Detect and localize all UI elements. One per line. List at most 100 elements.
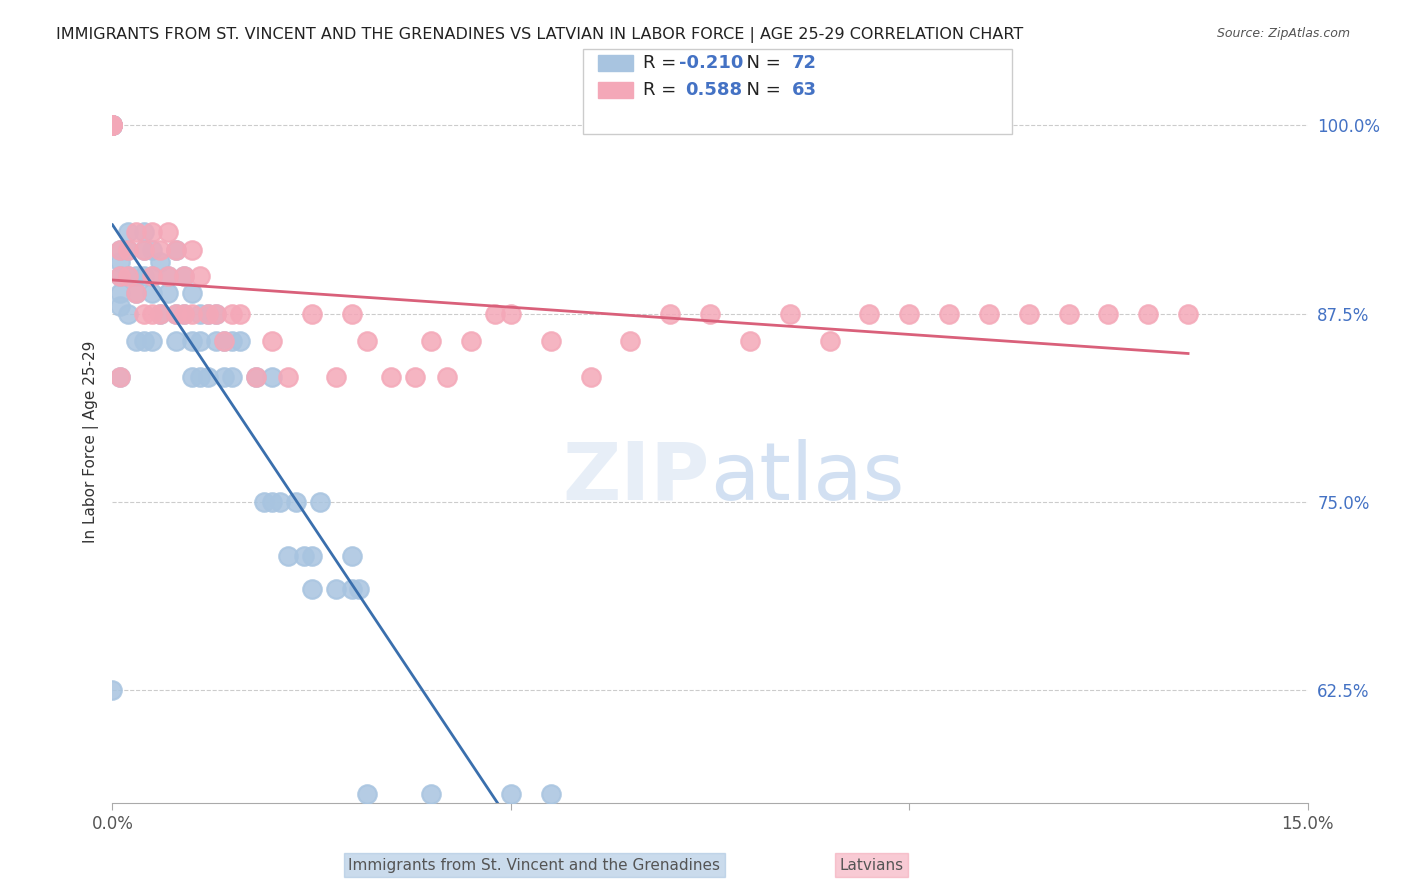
Point (141, 334, 163, 348)
Point (499, 787, 522, 801)
Point (858, 307, 880, 321)
Point (165, 307, 187, 321)
Point (340, 549, 363, 563)
Point (738, 334, 761, 348)
Y-axis label: In Labor Force | Age 25-29: In Labor Force | Age 25-29 (83, 341, 98, 542)
Point (260, 369, 283, 384)
Point (221, 334, 243, 348)
Point (173, 307, 195, 321)
Point (340, 307, 363, 321)
Point (205, 334, 228, 348)
Point (197, 369, 219, 384)
Point (134, 244, 156, 258)
Text: Source: ZipAtlas.com: Source: ZipAtlas.com (1216, 27, 1350, 40)
Point (818, 334, 841, 348)
Text: R =: R = (643, 54, 682, 72)
Point (301, 582, 323, 596)
Point (134, 244, 156, 258)
Point (117, 307, 139, 321)
Point (110, 268, 132, 283)
Point (484, 307, 506, 321)
Point (229, 334, 252, 348)
Point (1057, 307, 1080, 321)
Point (197, 307, 219, 321)
Point (125, 334, 148, 348)
Point (245, 369, 267, 384)
Point (205, 307, 228, 321)
Text: N =: N = (735, 81, 787, 99)
Point (212, 334, 235, 348)
Text: Immigrants from St. Vincent and the Grenadines: Immigrants from St. Vincent and the Gren… (349, 858, 720, 872)
Point (284, 495, 307, 509)
Point (149, 255, 172, 269)
Point (125, 225, 148, 239)
Point (356, 787, 378, 801)
Point (1018, 307, 1040, 321)
Point (117, 268, 139, 283)
Point (110, 369, 132, 384)
Point (101, 119, 124, 133)
Text: ZIP: ZIP (562, 439, 710, 516)
Point (101, 119, 124, 133)
Point (269, 495, 291, 509)
Point (301, 549, 323, 563)
Point (101, 119, 124, 133)
Text: N =: N = (735, 54, 787, 72)
Point (101, 119, 124, 133)
Point (141, 244, 163, 258)
Point (245, 369, 267, 384)
Point (898, 307, 921, 321)
Point (260, 334, 283, 348)
Point (188, 369, 211, 384)
Point (197, 307, 219, 321)
Point (157, 225, 180, 239)
Point (141, 268, 163, 283)
Point (221, 307, 243, 321)
Point (141, 285, 163, 300)
Point (165, 244, 187, 258)
Point (101, 119, 124, 133)
Point (110, 244, 132, 258)
Point (110, 299, 132, 313)
Point (301, 307, 323, 321)
Point (101, 119, 124, 133)
Point (699, 307, 721, 321)
Point (212, 369, 235, 384)
Text: 63: 63 (792, 81, 817, 99)
Point (977, 307, 1000, 321)
Point (141, 268, 163, 283)
Point (149, 307, 172, 321)
Point (221, 369, 243, 384)
Point (188, 268, 211, 283)
Point (340, 582, 363, 596)
Point (134, 225, 156, 239)
Point (349, 582, 371, 596)
Point (460, 334, 482, 348)
Point (420, 787, 443, 801)
Point (229, 307, 252, 321)
Point (125, 285, 148, 300)
Point (110, 285, 132, 300)
Point (499, 307, 522, 321)
Point (181, 369, 204, 384)
Point (101, 119, 124, 133)
Point (1137, 307, 1160, 321)
Point (134, 307, 156, 321)
Point (101, 682, 124, 697)
Point (165, 334, 187, 348)
Point (659, 307, 682, 321)
Point (1097, 307, 1119, 321)
Text: 72: 72 (792, 54, 817, 72)
Point (181, 334, 204, 348)
Point (436, 369, 458, 384)
Text: Latvians: Latvians (839, 858, 904, 872)
Point (292, 549, 315, 563)
Point (404, 369, 426, 384)
Point (117, 244, 139, 258)
Point (579, 369, 602, 384)
Point (157, 285, 180, 300)
Point (325, 369, 347, 384)
Point (173, 268, 195, 283)
Point (540, 334, 562, 348)
Point (181, 244, 204, 258)
